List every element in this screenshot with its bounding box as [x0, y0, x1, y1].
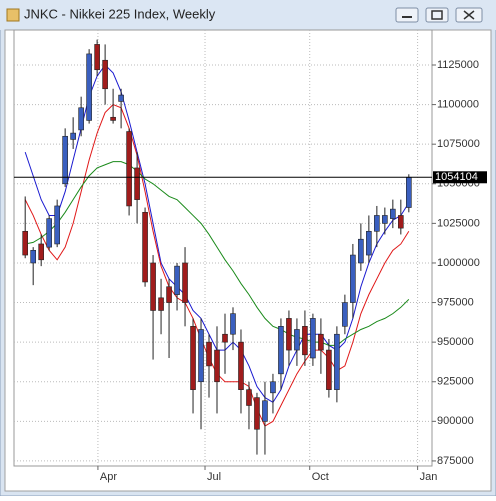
x-tick-label: Apr: [100, 471, 117, 483]
candle-body: [198, 329, 204, 383]
candle-body: [62, 135, 68, 185]
x-tick-label: Oct: [312, 471, 329, 483]
candle-body: [294, 329, 300, 351]
candle-body: [390, 208, 396, 219]
candle-body: [46, 218, 52, 248]
close-button[interactable]: [455, 7, 483, 23]
candle-body: [206, 341, 212, 367]
candle-body: [22, 230, 28, 256]
candle-body: [134, 167, 140, 200]
y-tick-label: 925000: [437, 376, 474, 388]
y-tick-label: 1100000: [437, 98, 479, 110]
window-title: JNKC - Nikkei 225 Index, Weekly: [24, 6, 216, 21]
y-tick-label: 875000: [437, 455, 474, 467]
candle-body: [382, 215, 388, 224]
candle-body: [30, 249, 36, 264]
candle-body: [350, 254, 356, 303]
candle-body: [166, 286, 172, 303]
candle-body: [182, 262, 188, 303]
candle-body: [86, 53, 92, 121]
candle-body: [334, 333, 340, 390]
candle-body: [78, 107, 84, 131]
candle-body: [246, 389, 252, 406]
candle-body: [326, 349, 332, 390]
candle-body: [174, 265, 180, 295]
candle-body: [398, 215, 404, 229]
candle-body: [366, 230, 372, 256]
candle-body: [278, 326, 284, 375]
y-tick-label: 1075000: [437, 138, 480, 150]
candle-body: [406, 176, 412, 208]
candle-body: [262, 400, 268, 422]
candle-body: [318, 333, 324, 351]
candle-body: [150, 262, 156, 311]
candle-body: [310, 318, 316, 359]
candle-body: [158, 297, 164, 311]
candle-body: [342, 302, 348, 327]
y-tick-label: 950000: [437, 336, 474, 348]
candle-body: [54, 205, 60, 245]
candle-body: [118, 94, 124, 102]
minimize-button[interactable]: [395, 7, 419, 23]
moving-average: [25, 161, 410, 346]
candle-body: [270, 381, 276, 394]
candle-body: [374, 215, 380, 232]
candle-body: [286, 318, 292, 351]
candle-body: [222, 333, 228, 343]
candle-body: [102, 59, 108, 90]
y-tick-label: 900000: [437, 415, 474, 427]
y-tick-label: 1125000: [437, 59, 479, 71]
candle-body: [238, 341, 244, 390]
candle-body: [358, 238, 364, 264]
candle-body: [38, 243, 44, 261]
candle-body: [126, 131, 132, 207]
candle-body: [214, 349, 220, 383]
maximize-button[interactable]: [425, 7, 449, 23]
candle-body: [110, 116, 116, 121]
x-tick-label: Jul: [207, 471, 221, 483]
last-price-box: [433, 171, 487, 184]
window-icon: [6, 8, 20, 22]
candle-body: [94, 44, 100, 71]
y-tick-label: 1000000: [437, 257, 480, 269]
candle-body: [302, 326, 308, 356]
candle-body: [142, 211, 148, 283]
candle-body: [230, 313, 236, 335]
y-tick-label: 1025000: [437, 217, 480, 229]
y-tick-label: 975000: [437, 296, 474, 308]
x-tick-label: Jan: [420, 471, 438, 483]
candle-body: [70, 132, 76, 140]
candle-body: [254, 397, 260, 430]
candle-body: [190, 326, 196, 390]
last-price-label: 1054104: [435, 171, 478, 183]
